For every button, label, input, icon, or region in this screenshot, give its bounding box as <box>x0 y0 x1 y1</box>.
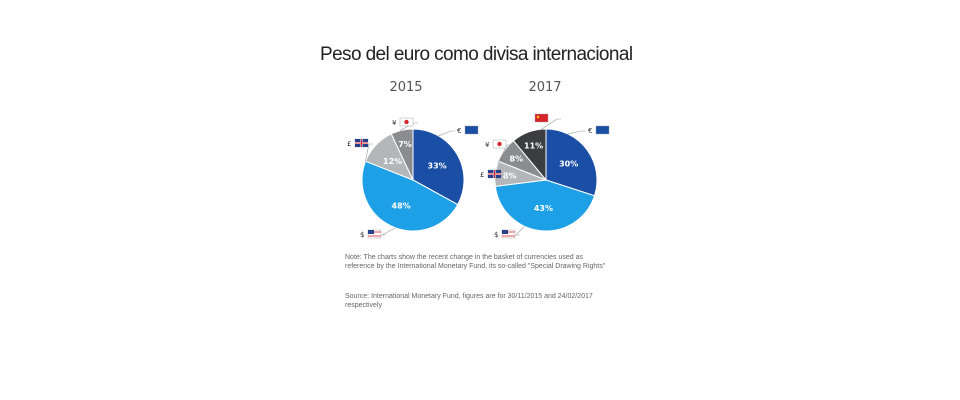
pie-2015-slice-0 <box>412 128 465 206</box>
pie-2015-flag-icon-2 <box>354 138 369 148</box>
pie-2017-callout-line-1 <box>515 225 525 236</box>
chart-source: Source: International Monetary Fund, fig… <box>345 293 593 309</box>
pie-2017-value-label-4: 11% <box>524 142 543 151</box>
pie-2017-value-label-3: 8% <box>510 154 524 163</box>
pie-2015-flag-icon-1 <box>367 229 382 239</box>
pie-2017-callout-line-3 <box>497 144 511 163</box>
pie-2015-value-label-3: 7% <box>398 140 412 149</box>
pie-2015-flag-icon-3 <box>399 117 414 127</box>
pie-2017-flag-icon-1 <box>501 229 516 239</box>
pie-2017-value-label-1: 43% <box>534 204 553 213</box>
pie-2017-slice-4 <box>512 128 547 182</box>
pie-2017-callout-line-0 <box>567 130 586 135</box>
pie-2017-slice-1 <box>494 179 596 232</box>
pie-2017-currency-symbol-0: € <box>588 127 592 135</box>
pie-2015-value-label-2: 12% <box>383 157 402 166</box>
pie-2015-currency-symbol-0: € <box>457 127 461 135</box>
pie-2017-callout-line-4 <box>541 118 561 130</box>
pie-2015-callout-line-1 <box>381 227 396 236</box>
pie-2015-callout-line-0 <box>438 130 455 137</box>
pie-2017-currency-symbol-3: ¥ <box>485 141 490 149</box>
pie-title-2017: 2017 <box>528 80 562 95</box>
pie-2015-currency-symbol-1: $ <box>360 231 364 239</box>
pie-2015-slice-3 <box>390 128 414 181</box>
pie-2017-flag-icon-4 <box>534 113 549 123</box>
pie-title-2015: 2015 <box>389 80 423 95</box>
pie-2017-flag-icon-3 <box>492 139 507 149</box>
pie-2017-flag-icon-2 <box>487 169 502 179</box>
pie-2015-callout-line-2 <box>364 143 373 163</box>
pie-2017-flag-icon-0 <box>595 125 610 135</box>
pie-2015-callout-line-3 <box>399 122 418 131</box>
pie-2017-value-label-0: 30% <box>559 160 578 169</box>
pie-2015-currency-symbol-2: £ <box>347 140 351 148</box>
pie-2015-slice-1 <box>361 160 459 232</box>
pie-2015-value-label-0: 33% <box>428 162 447 171</box>
pie-2015-value-label-1: 48% <box>392 201 411 210</box>
pie-2017-currency-symbol-2: £ <box>480 171 484 179</box>
pie-2017-currency-symbol-1: $ <box>494 231 498 239</box>
chart-title: Peso del euro como divisa internacional <box>320 44 633 65</box>
pie-2015-flag-icon-0 <box>464 125 479 135</box>
pie-2015-currency-symbol-3: ¥ <box>392 119 397 127</box>
pie-2017-callout-line-2 <box>494 174 506 181</box>
pie-2017-value-label-2: 8% <box>503 171 517 180</box>
pie-2017-slice-0 <box>545 128 598 197</box>
chart-note: Note: The charts show the recent change … <box>345 254 606 270</box>
